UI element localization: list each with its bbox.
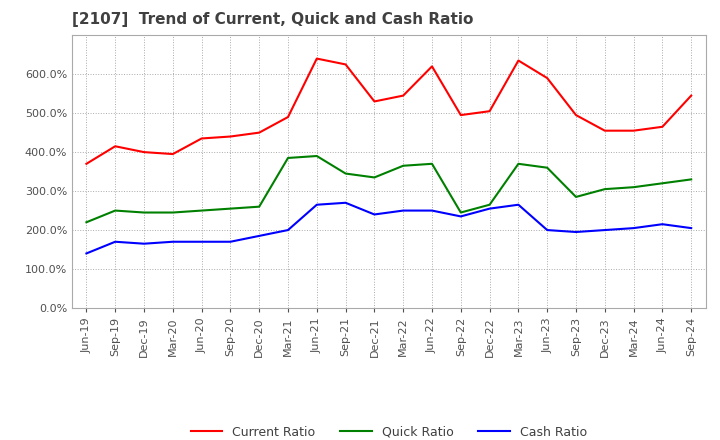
Current Ratio — [82, 161, 91, 166]
Cash Ratio — [572, 229, 580, 235]
Cash Ratio — [399, 208, 408, 213]
Current Ratio — [255, 130, 264, 135]
Cash Ratio — [111, 239, 120, 244]
Current Ratio — [226, 134, 235, 139]
Quick Ratio — [226, 206, 235, 211]
Quick Ratio — [370, 175, 379, 180]
Quick Ratio — [255, 204, 264, 209]
Line: Quick Ratio: Quick Ratio — [86, 156, 691, 222]
Current Ratio — [428, 64, 436, 69]
Quick Ratio — [399, 163, 408, 169]
Cash Ratio — [341, 200, 350, 205]
Line: Current Ratio: Current Ratio — [86, 59, 691, 164]
Legend: Current Ratio, Quick Ratio, Cash Ratio: Current Ratio, Quick Ratio, Cash Ratio — [186, 421, 592, 440]
Current Ratio — [140, 150, 148, 155]
Current Ratio — [485, 109, 494, 114]
Quick Ratio — [284, 155, 292, 161]
Current Ratio — [514, 58, 523, 63]
Current Ratio — [284, 114, 292, 120]
Current Ratio — [456, 113, 465, 118]
Line: Cash Ratio: Cash Ratio — [86, 203, 691, 253]
Cash Ratio — [687, 225, 696, 231]
Cash Ratio — [226, 239, 235, 244]
Current Ratio — [370, 99, 379, 104]
Quick Ratio — [485, 202, 494, 207]
Current Ratio — [543, 75, 552, 81]
Quick Ratio — [312, 154, 321, 159]
Current Ratio — [629, 128, 638, 133]
Quick Ratio — [658, 181, 667, 186]
Current Ratio — [197, 136, 206, 141]
Quick Ratio — [514, 161, 523, 166]
Quick Ratio — [629, 184, 638, 190]
Quick Ratio — [111, 208, 120, 213]
Cash Ratio — [197, 239, 206, 244]
Quick Ratio — [168, 210, 177, 215]
Cash Ratio — [140, 241, 148, 246]
Quick Ratio — [341, 171, 350, 176]
Current Ratio — [341, 62, 350, 67]
Current Ratio — [399, 93, 408, 98]
Cash Ratio — [284, 227, 292, 233]
Quick Ratio — [456, 210, 465, 215]
Quick Ratio — [197, 208, 206, 213]
Cash Ratio — [82, 251, 91, 256]
Text: [2107]  Trend of Current, Quick and Cash Ratio: [2107] Trend of Current, Quick and Cash … — [72, 12, 473, 27]
Quick Ratio — [82, 220, 91, 225]
Current Ratio — [687, 93, 696, 98]
Cash Ratio — [370, 212, 379, 217]
Cash Ratio — [456, 214, 465, 219]
Quick Ratio — [572, 194, 580, 200]
Quick Ratio — [140, 210, 148, 215]
Current Ratio — [600, 128, 609, 133]
Cash Ratio — [600, 227, 609, 233]
Cash Ratio — [514, 202, 523, 207]
Cash Ratio — [168, 239, 177, 244]
Current Ratio — [572, 113, 580, 118]
Quick Ratio — [600, 187, 609, 192]
Current Ratio — [658, 124, 667, 129]
Cash Ratio — [658, 222, 667, 227]
Cash Ratio — [543, 227, 552, 233]
Cash Ratio — [428, 208, 436, 213]
Cash Ratio — [629, 225, 638, 231]
Quick Ratio — [428, 161, 436, 166]
Current Ratio — [168, 151, 177, 157]
Cash Ratio — [255, 233, 264, 238]
Quick Ratio — [687, 177, 696, 182]
Current Ratio — [312, 56, 321, 61]
Quick Ratio — [543, 165, 552, 170]
Cash Ratio — [312, 202, 321, 207]
Current Ratio — [111, 143, 120, 149]
Cash Ratio — [485, 206, 494, 211]
